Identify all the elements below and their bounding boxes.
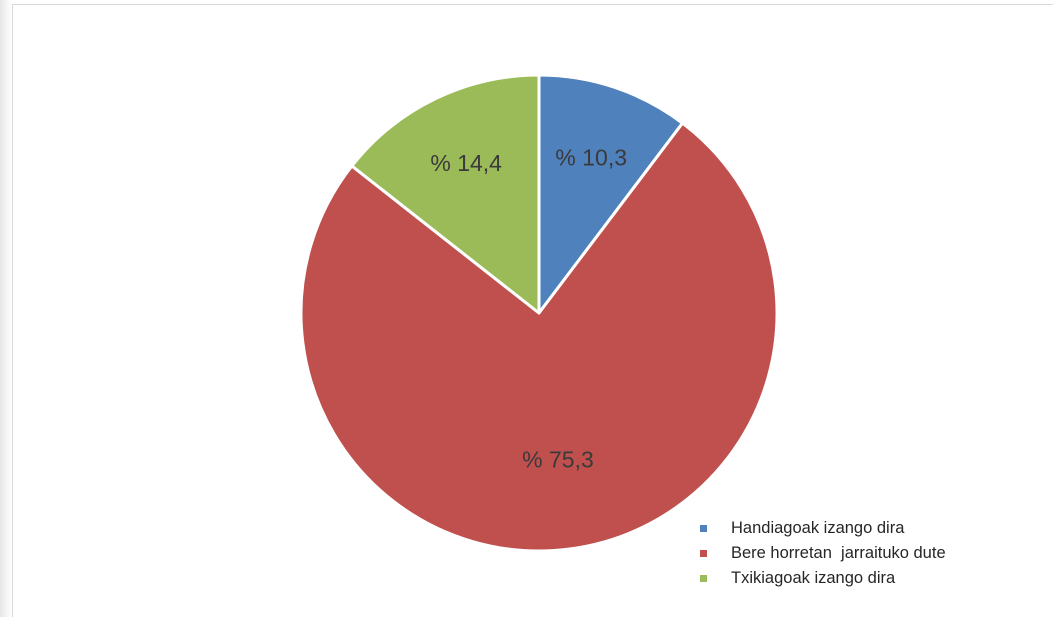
legend-swatch-green bbox=[700, 575, 707, 582]
pie-slice bbox=[299, 121, 779, 553]
slice-labels: % 10,3 % 75,3 % 14,4 bbox=[430, 144, 627, 472]
legend-swatch-blue bbox=[700, 525, 707, 532]
legend-item-bere-horretan: Bere horretan jarraituko dute bbox=[696, 541, 1053, 566]
pie-slice bbox=[537, 73, 684, 315]
legend-label: Handiagoak izango dira bbox=[731, 519, 905, 537]
slice-data-label: % 14,4 bbox=[430, 150, 502, 176]
chart-legend: Handiagoak izango dira Bere horretan jar… bbox=[696, 516, 1053, 591]
pie-slices bbox=[299, 73, 779, 553]
slice-data-label: % 10,3 bbox=[555, 144, 627, 170]
legend-item-txikiagoak: Txikiagoak izango dira bbox=[696, 566, 1053, 591]
legend-label: Bere horretan jarraituko dute bbox=[731, 544, 946, 562]
legend-swatch-red bbox=[700, 550, 707, 557]
legend-item-handiagoak: Handiagoak izango dira bbox=[696, 516, 1053, 541]
pie-slice bbox=[350, 73, 541, 315]
legend-label: Txikiagoak izango dira bbox=[731, 569, 896, 587]
slice-data-label: % 75,3 bbox=[522, 446, 594, 472]
